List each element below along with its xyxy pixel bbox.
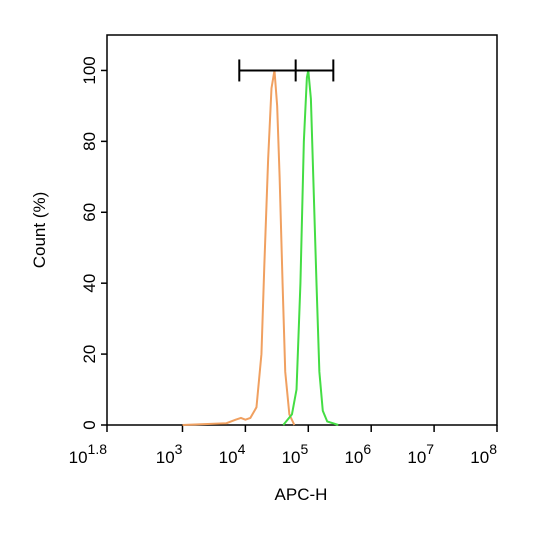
y-tick-label: 20	[80, 345, 99, 364]
tick-exponent: 4	[238, 441, 246, 457]
x-tick-label: 104	[219, 441, 246, 467]
histogram-line	[182, 70, 296, 426]
x-tick-label: 105	[282, 441, 309, 467]
y-tick-label: 40	[80, 274, 99, 293]
x-tick-label: 101.8	[69, 441, 108, 467]
y-tick-label: 80	[80, 132, 99, 151]
tick-base: 10	[282, 448, 301, 467]
tick-exponent: 7	[426, 441, 434, 457]
y-tick-label: 60	[80, 203, 99, 222]
tick-base: 10	[156, 448, 175, 467]
tick-base: 10	[407, 448, 426, 467]
x-axis-label: APC-H	[275, 485, 328, 504]
tick-exponent: 6	[363, 441, 371, 457]
tick-exponent: 3	[175, 441, 183, 457]
tick-base: 10	[219, 448, 238, 467]
tick-base: 10	[470, 448, 489, 467]
plot-frame	[106, 34, 498, 426]
x-tick-label: 107	[407, 441, 434, 467]
tick-exponent: 1.8	[88, 441, 108, 457]
tick-base: 10	[344, 448, 363, 467]
y-tick-label: 0	[80, 420, 99, 429]
tick-exponent: 5	[300, 441, 308, 457]
x-tick-label: 108	[470, 441, 497, 467]
histogram-line	[282, 70, 339, 426]
y-axis-label: Count (%)	[30, 192, 49, 269]
tick-base: 10	[69, 448, 88, 467]
y-tick-label: 100	[80, 56, 99, 84]
x-tick-label: 106	[344, 441, 371, 467]
tick-exponent: 8	[489, 441, 497, 457]
x-tick-label: 103	[156, 441, 183, 467]
